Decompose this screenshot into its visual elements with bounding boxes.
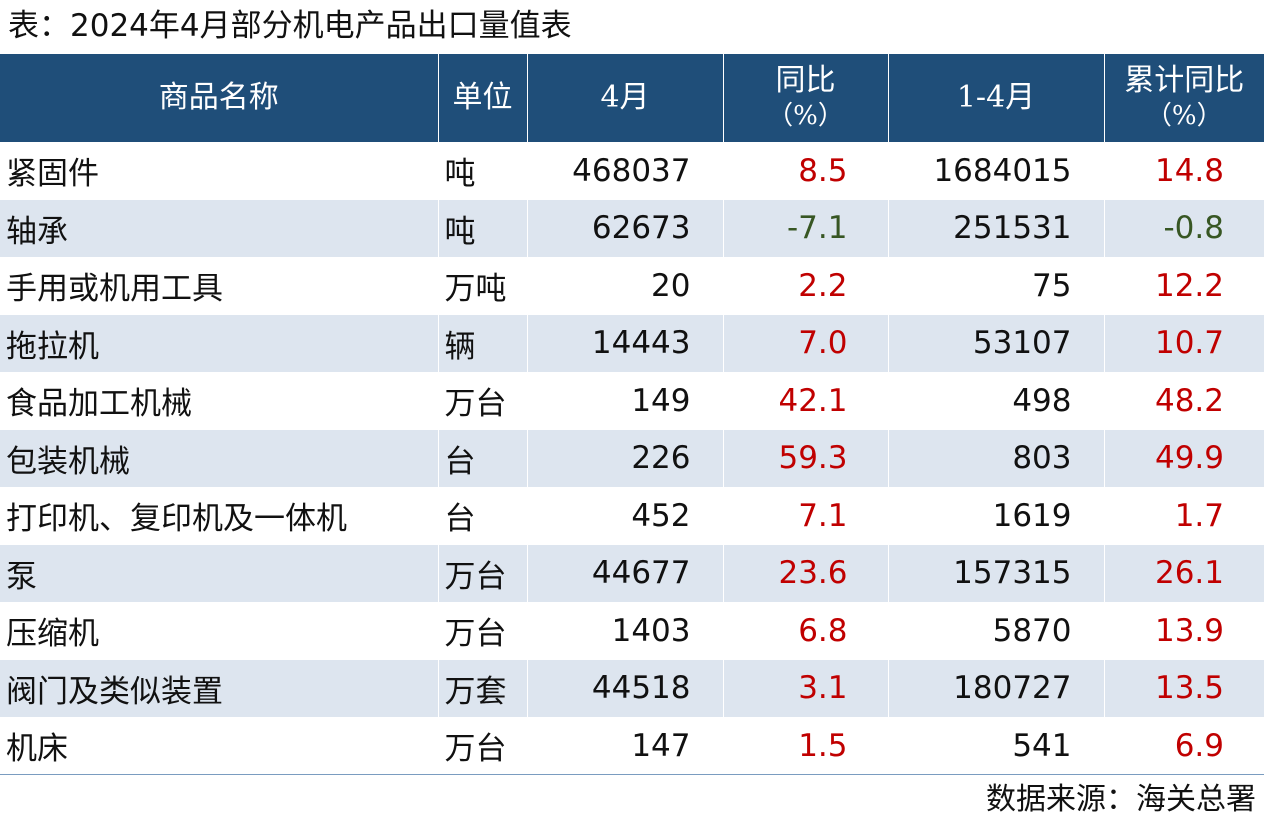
cell-april-value: 20 <box>527 257 724 315</box>
cell-april-value: 226 <box>527 429 724 487</box>
cell-unit: 万台 <box>438 602 528 660</box>
cell-product-name: 泵 <box>0 544 439 602</box>
cell-yoy: 3.1 <box>723 659 889 717</box>
cell-cumulative-yoy: 49.9 <box>1104 429 1264 487</box>
cell-yoy: 6.8 <box>723 602 889 660</box>
table-row: 机床 万台 147 1.5 541 6.9 <box>0 717 1264 775</box>
cell-unit: 吨 <box>438 199 528 257</box>
cell-yoy: 2.2 <box>723 257 889 315</box>
cell-product-name: 食品加工机械 <box>0 372 439 430</box>
table-row: 轴承吨 62673 -7.1 251531 -0.8 <box>0 199 1264 257</box>
cell-product-name: 紧固件 <box>0 142 439 200</box>
cell-cumulative-value: 53107 <box>888 314 1105 372</box>
cell-product-name: 打印机、复印机及一体机 <box>0 487 439 545</box>
table-row: 打印机、复印机及一体机台 452 7.1 1619 1.7 <box>0 487 1264 545</box>
cell-april-value: 44677 <box>527 544 724 602</box>
cell-unit: 万台 <box>438 544 528 602</box>
cell-unit: 台 <box>438 429 528 487</box>
cell-cumulative-value: 1619 <box>888 487 1105 545</box>
header-cumulative-yoy-unit: （%） <box>1145 101 1223 131</box>
page-title: 表：2024年4月部分机电产品出口量值表 <box>8 8 572 44</box>
cell-product-name: 轴承 <box>0 199 439 257</box>
cell-yoy: 59.3 <box>723 429 889 487</box>
header-row: 商品名称 单位 4月 同比 （%） 1-4月 累计同比 （%） <box>0 54 1264 142</box>
cell-cumulative-value: 180727 <box>888 659 1105 717</box>
cell-april-value: 1403 <box>527 602 724 660</box>
cell-cumulative-value: 5870 <box>888 602 1105 660</box>
cell-april-value: 147 <box>527 717 724 775</box>
cell-april-value: 452 <box>527 487 724 545</box>
header-yoy-unit: （%） <box>767 101 844 131</box>
header-cumulative: 1-4月 <box>888 54 1105 142</box>
cell-april-value: 149 <box>527 372 724 430</box>
cell-cumulative-value: 498 <box>888 372 1105 430</box>
cell-cumulative-yoy: 13.9 <box>1154 612 1224 649</box>
cell-april-value: 62673 <box>527 199 724 257</box>
cell-cumulative-yoy: 1.7 <box>1174 497 1224 534</box>
cell-cumulative-yoy: 6.9 <box>1104 717 1264 775</box>
cell-unit: 辆 <box>438 314 528 372</box>
cell-cumulative-yoy: 10.7 <box>1104 314 1264 372</box>
table-row: 阀门及类似装置 万套 44518 3.1 180727 13.5 <box>0 659 1264 717</box>
cell-cumulative-value: 75 <box>888 257 1105 315</box>
cell-product-name: 包装机械 <box>0 429 439 487</box>
header-name: 商品名称 <box>0 54 439 142</box>
cell-cumulative-value: 803 <box>888 429 1105 487</box>
cell-product-name: 手用或机用工具 <box>0 257 439 315</box>
cell-yoy: 8.5 <box>723 142 889 200</box>
header-cumulative-yoy: 累计同比 （%） <box>1104 54 1264 142</box>
header-yoy-label: 同比 <box>775 63 836 98</box>
cell-product-name: 机床 <box>0 717 439 775</box>
table-body: 紧固件吨 468037 8.5 1684015 14.8 轴承吨 62673 -7.1 2515… <box>0 142 1264 775</box>
data-source: 数据来源：海关总署 <box>986 782 1256 817</box>
table-row: 紧固件吨 468037 8.5 1684015 14.8 <box>0 142 1264 200</box>
cell-yoy: 1.5 <box>723 717 889 775</box>
cell-april-value: 468037 <box>527 142 724 200</box>
cell-cumulative-yoy: 48.2 <box>1154 382 1224 419</box>
cell-yoy: 7.0 <box>723 314 889 372</box>
table-header: 商品名称 单位 4月 同比 （%） 1-4月 累计同比 （%） <box>0 54 1264 142</box>
cell-unit: 万台 <box>438 372 528 430</box>
cell-cumulative-yoy: -0.8 <box>1104 199 1264 257</box>
table-row: 泵万台 44677 23.6 157315 26.1 <box>0 544 1264 602</box>
cell-yoy: 23.6 <box>723 544 889 602</box>
cell-yoy: 42.1 <box>723 372 889 430</box>
export-table: 商品名称 单位 4月 同比 （%） 1-4月 累计同比 （%） 紧固件吨 4680… <box>0 54 1264 775</box>
cell-unit: 万吨 <box>438 257 528 315</box>
header-unit: 单位 <box>438 54 528 142</box>
cell-product-name: 压缩机 <box>0 602 439 660</box>
cell-unit: 万套 <box>438 659 528 717</box>
header-yoy: 同比 （%） <box>723 54 889 142</box>
cell-cumulative-value: 541 <box>888 717 1105 775</box>
cell-cumulative-yoy: 14.8 <box>1154 152 1224 189</box>
header-cumulative-yoy-label: 累计同比 <box>1124 63 1245 98</box>
cell-cumulative-yoy: 12.2 <box>1154 267 1224 304</box>
table-row: 包装机械台 226 59.3 803 49.9 <box>0 429 1264 487</box>
table-row: 手用或机用工具 万吨 20 2.2 75 12.2 <box>0 257 1264 315</box>
cell-cumulative-value: 1684015 <box>888 142 1105 200</box>
cell-april-value: 44518 <box>527 659 724 717</box>
cell-yoy: -7.1 <box>723 199 889 257</box>
cell-cumulative-value: 157315 <box>888 544 1105 602</box>
header-april: 4月 <box>527 54 724 142</box>
cell-product-name: 阀门及类似装置 <box>0 659 439 717</box>
cell-cumulative-yoy: 26.1 <box>1104 544 1264 602</box>
cell-unit: 台 <box>438 487 528 545</box>
table-row: 食品加工机械 万台 149 42.1 498 48.2 <box>0 372 1264 430</box>
table-row: 压缩机 万台 1403 6.8 5870 13.9 <box>0 602 1264 660</box>
cell-cumulative-yoy: 13.5 <box>1104 659 1264 717</box>
cell-cumulative-value: 251531 <box>888 199 1105 257</box>
cell-yoy: 7.1 <box>723 487 889 545</box>
cell-april-value: 14443 <box>527 314 724 372</box>
cell-unit: 万台 <box>438 717 528 775</box>
table-row: 拖拉机辆 14443 7.0 53107 10.7 <box>0 314 1264 372</box>
cell-unit: 吨 <box>438 142 528 200</box>
cell-product-name: 拖拉机 <box>0 314 439 372</box>
